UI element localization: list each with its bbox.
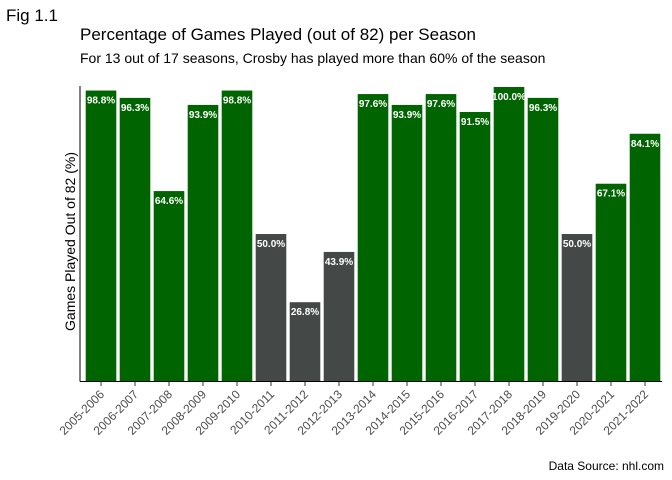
value-label-2021-2022: 84.1% [631,139,659,150]
value-label-2005-2006: 98.8% [87,96,115,107]
chart-subtitle: For 13 out of 17 seasons, Crosby has pla… [80,50,546,66]
value-label-2015-2016: 97.6% [427,99,455,110]
bar-2016-2017 [459,111,491,382]
bar-2018-2019 [527,97,559,381]
value-label-2009-2010: 98.8% [223,96,251,107]
value-label-2013-2014: 97.6% [359,99,387,110]
value-label-2010-2011: 50.0% [257,239,285,250]
bar-2012-2013 [323,251,355,381]
chart-title: Percentage of Games Played (out of 82) p… [80,25,476,44]
figure-label: Fig 1.1 [6,6,58,25]
value-label-2016-2017: 91.5% [461,117,489,128]
value-label-2006-2007: 96.3% [121,103,149,114]
data-source-caption: Data Source: nhl.com [548,459,664,473]
bar-2019-2020 [561,234,593,381]
bars-group [85,87,661,382]
y-axis-title: Games Played Out of 82 (%) [62,152,78,331]
value-label-2018-2019: 96.3% [529,103,557,114]
bar-2017-2018 [493,87,525,381]
bar-2014-2015 [391,104,423,382]
value-label-2007-2008: 64.6% [155,196,183,207]
bar-2015-2016 [425,94,457,381]
value-label-2014-2015: 93.9% [393,110,421,121]
value-label-2019-2020: 50.0% [563,239,591,250]
bar-2008-2009 [187,104,219,382]
bar-2005-2006 [85,90,117,381]
bar-2006-2007 [119,97,151,381]
value-label-2012-2013: 43.9% [325,257,353,268]
bar-2010-2011 [255,234,287,381]
bar-2020-2021 [595,183,627,381]
bar-2013-2014 [357,94,389,381]
bar-2009-2010 [221,90,253,381]
value-label-2011-2012: 26.8% [291,307,319,318]
x-ticks-group: 2005-20062006-20072007-20082008-20092009… [57,382,651,438]
value-label-2017-2018: 100.0% [492,92,526,103]
value-label-2008-2009: 93.9% [189,110,217,121]
value-labels-group: 98.8% 96.3% 64.6% 93.9% 98.8% 50.0% 26.8% 43.9%… [87,92,659,318]
value-label-2020-2021: 67.1% [597,189,625,200]
bar-2007-2008 [153,191,185,381]
bar-2021-2022 [629,133,661,381]
bar-2011-2012 [289,302,321,381]
